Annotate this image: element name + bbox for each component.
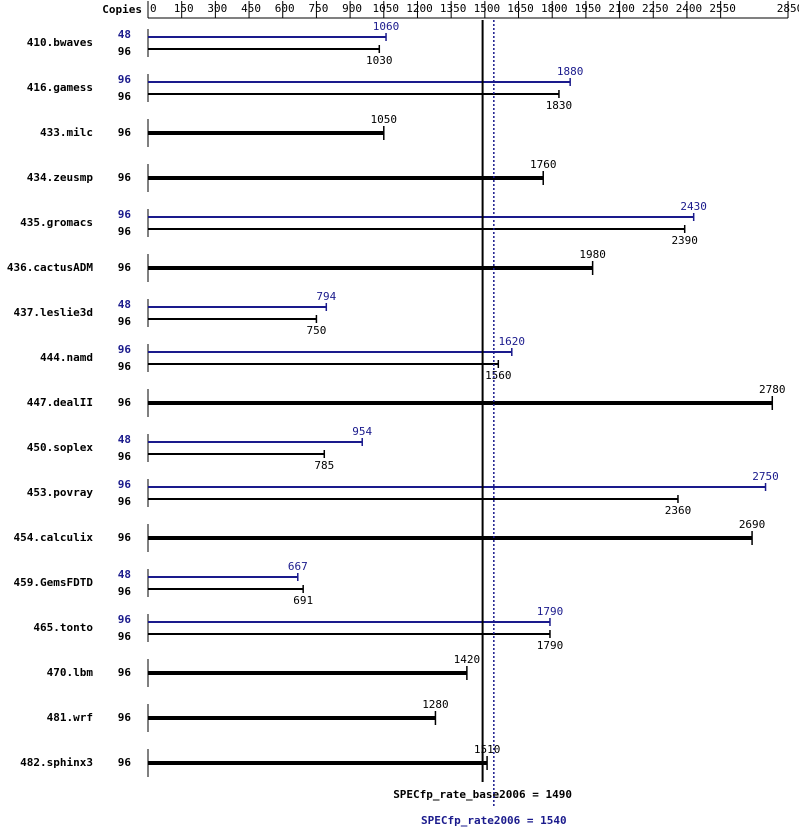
benchmark-label: 434.zeusmp [27,171,94,184]
copies-header: Copies [102,3,142,16]
benchmark-label: 436.cactusADM [7,261,93,274]
peak-copies: 48 [118,433,131,446]
benchmark-label: 416.gamess [27,81,93,94]
benchmark-label: 454.calculix [14,531,94,544]
base-copies: 96 [118,711,132,724]
base-value-label: 1280 [422,698,449,711]
peak-value-label: 2430 [680,200,707,213]
benchmark-label: 410.bwaves [27,36,93,49]
reference-label: SPECfp_rate2006 = 1540 [421,814,567,827]
benchmark-label: 444.namd [40,351,93,364]
benchmark-label: 481.wrf [47,711,93,724]
x-tick-label: 150 [174,2,194,15]
x-tick-label: 1200 [406,2,433,15]
base-value-label: 1830 [546,99,573,112]
base-copies: 96 [118,531,132,544]
x-tick-label: 300 [207,2,227,15]
x-tick-label: 600 [275,2,295,15]
peak-copies: 96 [118,208,132,221]
x-tick-label: 900 [342,2,362,15]
base-value-label: 1420 [454,653,481,666]
benchmark-label: 482.sphinx3 [20,756,93,769]
x-tick-label: 2250 [642,2,669,15]
reference-label: SPECfp_rate_base2006 = 1490 [393,788,572,801]
benchmark-label: 433.milc [40,126,93,139]
benchmark-label: 453.povray [27,486,94,499]
benchmark-label: 470.lbm [47,666,94,679]
base-copies: 96 [118,756,132,769]
x-tick-label: 1650 [507,2,534,15]
x-tick-label: 1800 [541,2,568,15]
peak-value-label: 2750 [752,470,779,483]
peak-copies: 96 [118,343,132,356]
base-copies: 96 [118,45,132,58]
base-value-label: 2360 [665,504,692,517]
peak-copies: 96 [118,478,132,491]
peak-copies: 96 [118,613,132,626]
base-copies: 96 [118,396,132,409]
base-value-label: 691 [293,594,313,607]
benchmark-label: 435.gromacs [20,216,93,229]
benchmark-label: 447.dealII [27,396,93,409]
base-copies: 96 [118,225,132,238]
base-value-label: 1760 [530,158,557,171]
peak-value-label: 1790 [537,605,564,618]
base-value-label: 1050 [371,113,398,126]
benchmark-label: 465.tonto [33,621,93,634]
peak-copies: 48 [118,28,131,41]
base-copies: 96 [118,315,132,328]
base-value-label: 1560 [485,369,512,382]
base-copies: 96 [118,450,132,463]
x-tick-label: 1950 [575,2,602,15]
base-value-label: 750 [306,324,326,337]
base-value-label: 2390 [671,234,698,247]
base-value-label: 2690 [739,518,766,531]
base-value-label: 2780 [759,383,786,396]
x-tick-label: 1050 [373,2,400,15]
base-copies: 96 [118,585,132,598]
base-copies: 96 [118,360,132,373]
peak-copies: 48 [118,298,131,311]
x-tick-label: 1350 [440,2,467,15]
base-copies: 96 [118,126,132,139]
benchmark-label: 437.leslie3d [14,306,93,319]
peak-value-label: 794 [316,290,336,303]
x-tick-label: 750 [308,2,328,15]
peak-copies: 48 [118,568,131,581]
benchmark-label: 459.GemsFDTD [14,576,94,589]
base-copies: 96 [118,90,132,103]
x-tick-label: 2550 [709,2,736,15]
x-tick-label: 0 [150,2,157,15]
base-value-label: 1980 [579,248,606,261]
base-copies: 96 [118,630,132,643]
base-value-label: 1790 [537,639,564,652]
base-value-label: 1510 [474,743,501,756]
base-value-label: 1030 [366,54,393,67]
peak-value-label: 954 [352,425,372,438]
peak-value-label: 1880 [557,65,584,78]
base-copies: 96 [118,666,132,679]
x-tick-label: 1500 [474,2,501,15]
base-copies: 96 [118,495,132,508]
peak-value-label: 667 [288,560,308,573]
base-copies: 96 [118,261,132,274]
x-tick-label: 2400 [676,2,703,15]
base-copies: 96 [118,171,132,184]
x-tick-label: 2100 [608,2,635,15]
x-tick-label: 450 [241,2,261,15]
benchmark-label: 450.soplex [27,441,94,454]
base-value-label: 785 [314,459,334,472]
peak-copies: 96 [118,73,132,86]
peak-value-label: 1620 [499,335,526,348]
peak-value-label: 1060 [373,20,400,33]
